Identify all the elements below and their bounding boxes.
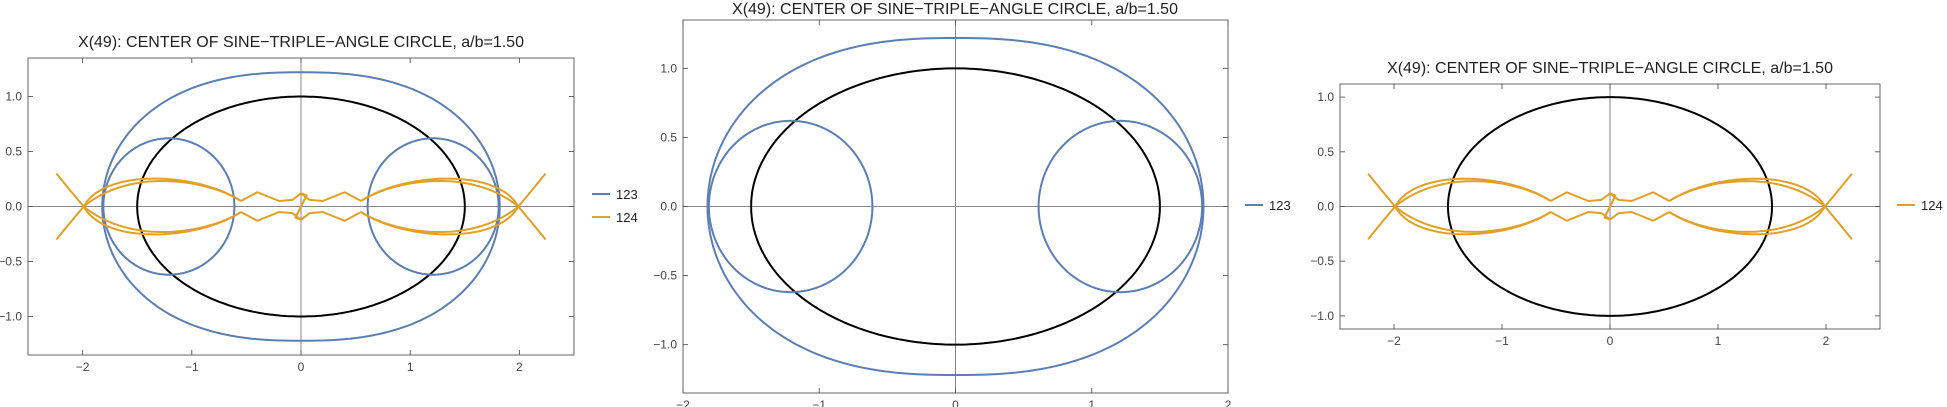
y-tick-label: −0.5 (653, 269, 677, 283)
series-123-right-loop (366, 137, 500, 276)
legend-label-124: 124 (1921, 198, 1943, 213)
y-tick-label: −0.5 (0, 255, 22, 269)
legend-label-123: 123 (1269, 198, 1291, 213)
x-tick-label: 2 (1225, 398, 1232, 407)
series-124-segment (55, 172, 85, 241)
x-tick-label: −2 (1387, 334, 1401, 348)
x-tick-label: 1 (1715, 334, 1722, 348)
y-tick-label: −1.0 (0, 310, 22, 324)
y-tick-label: 0.5 (1317, 145, 1334, 159)
x-tick-label: 2 (1823, 334, 1830, 348)
x-tick-label: 0 (952, 398, 959, 407)
series-124-segment (83, 205, 242, 233)
x-tick-label: 0 (1607, 334, 1614, 348)
x-tick-label: −1 (185, 360, 199, 374)
series-124-segment (1668, 205, 1826, 233)
y-tick-label: 0.5 (660, 130, 677, 144)
y-tick-label: 1.0 (660, 61, 677, 75)
y-tick-label: 0.0 (5, 200, 22, 214)
plot-area (55, 71, 547, 342)
x-tick-label: 1 (1088, 398, 1095, 407)
x-tick-label: −1 (1495, 334, 1509, 348)
legend-label-124: 124 (616, 210, 638, 225)
y-tick-label: 1.0 (1317, 90, 1334, 104)
x-tick-label: 0 (298, 360, 305, 374)
series-124-segment (83, 180, 242, 208)
y-tick-label: 0.0 (660, 200, 677, 214)
legend-label-123: 123 (616, 187, 638, 202)
series-124-segment (1823, 173, 1853, 240)
chart-title: X(49): CENTER OF SINE−TRIPLE−ANGLE CIRCL… (732, 1, 1178, 18)
series-124-segment (1394, 205, 1552, 233)
chart-panel-2: X(49): CENTER OF SINE−TRIPLE−ANGLE CIRCL… (653, 1, 1290, 407)
reference-ellipse (750, 67, 1161, 346)
y-tick-label: −0.5 (1310, 254, 1334, 268)
series-123-left-loop (707, 119, 874, 294)
series-124-segment (1394, 180, 1552, 208)
x-tick-label: −1 (812, 398, 826, 407)
reference-ellipse (136, 95, 466, 318)
chart-title: X(49): CENTER OF SINE−TRIPLE−ANGLE CIRCL… (1387, 60, 1833, 77)
y-tick-label: −1.0 (1310, 309, 1334, 323)
series-124-segment (1550, 191, 1670, 222)
y-tick-label: 0.0 (1317, 200, 1334, 214)
reference-ellipse (1447, 96, 1773, 317)
series-124-segment (1367, 173, 1397, 240)
series-124-segment (240, 191, 362, 222)
chart-panel-1: X(49): CENTER OF SINE−TRIPLE−ANGLE CIRCL… (0, 34, 638, 374)
series-123-right-loop (1037, 119, 1204, 294)
x-tick-label: −2 (676, 398, 690, 407)
series-124-segment (360, 180, 519, 208)
y-tick-label: 0.5 (5, 145, 22, 159)
series-124-segment (360, 205, 519, 233)
x-tick-label: 1 (407, 360, 414, 374)
series-123-left-loop (102, 137, 236, 276)
y-tick-label: 1.0 (5, 90, 22, 104)
chart-title: X(49): CENTER OF SINE−TRIPLE−ANGLE CIRCL… (78, 34, 524, 51)
x-tick-label: −2 (76, 360, 90, 374)
x-tick-label: 2 (516, 360, 523, 374)
plot-area (1367, 96, 1853, 317)
series-124-segment (517, 172, 547, 241)
series-124-segment (1668, 180, 1826, 208)
chart-panel-3: X(49): CENTER OF SINE−TRIPLE−ANGLE CIRCL… (1310, 60, 1942, 348)
plot-area (706, 37, 1205, 376)
y-tick-label: −1.0 (653, 338, 677, 352)
series-123-outer-loop (706, 37, 1205, 376)
